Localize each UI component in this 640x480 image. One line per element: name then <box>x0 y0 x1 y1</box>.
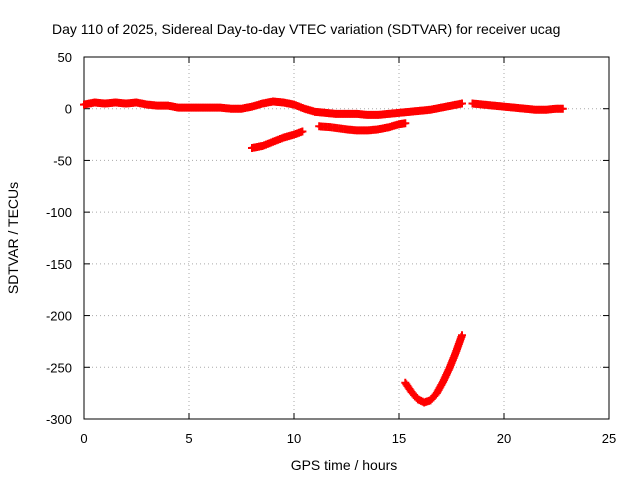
x-tick-label: 20 <box>497 431 511 446</box>
data-point <box>458 99 466 108</box>
plot-frame <box>83 56 610 420</box>
y-tick-label: 0 <box>65 102 72 117</box>
grid <box>84 57 609 419</box>
data-point <box>298 127 307 136</box>
x-tick-label: 10 <box>287 431 301 446</box>
data-point <box>458 331 466 340</box>
y-tick-label: -150 <box>46 257 72 272</box>
data-point <box>558 104 567 113</box>
y-tick-label: -300 <box>46 412 72 427</box>
y-axis-label: SDTVAR / TECUs <box>5 182 21 294</box>
y-tick-label: -200 <box>46 309 72 324</box>
x-tick-label: 5 <box>185 431 192 446</box>
data-point <box>401 119 410 128</box>
chart-title: Day 110 of 2025, Sidereal Day-to-day VTE… <box>52 21 560 37</box>
y-tick-label: 50 <box>58 50 72 65</box>
y-tick-label: -250 <box>46 360 72 375</box>
x-axis-label: GPS time / hours <box>291 457 398 473</box>
y-tick-label: -100 <box>46 205 72 220</box>
x-tick-label: 25 <box>602 431 616 446</box>
axis-ticks: 0 5 10 15 20 25 50 0 -50 -100 -150 -200 -250 -300 <box>46 50 616 446</box>
x-tick-label: 15 <box>392 431 406 446</box>
data-points <box>80 97 567 407</box>
y-tick-label: -50 <box>53 153 72 168</box>
x-tick-label: 0 <box>80 431 87 446</box>
